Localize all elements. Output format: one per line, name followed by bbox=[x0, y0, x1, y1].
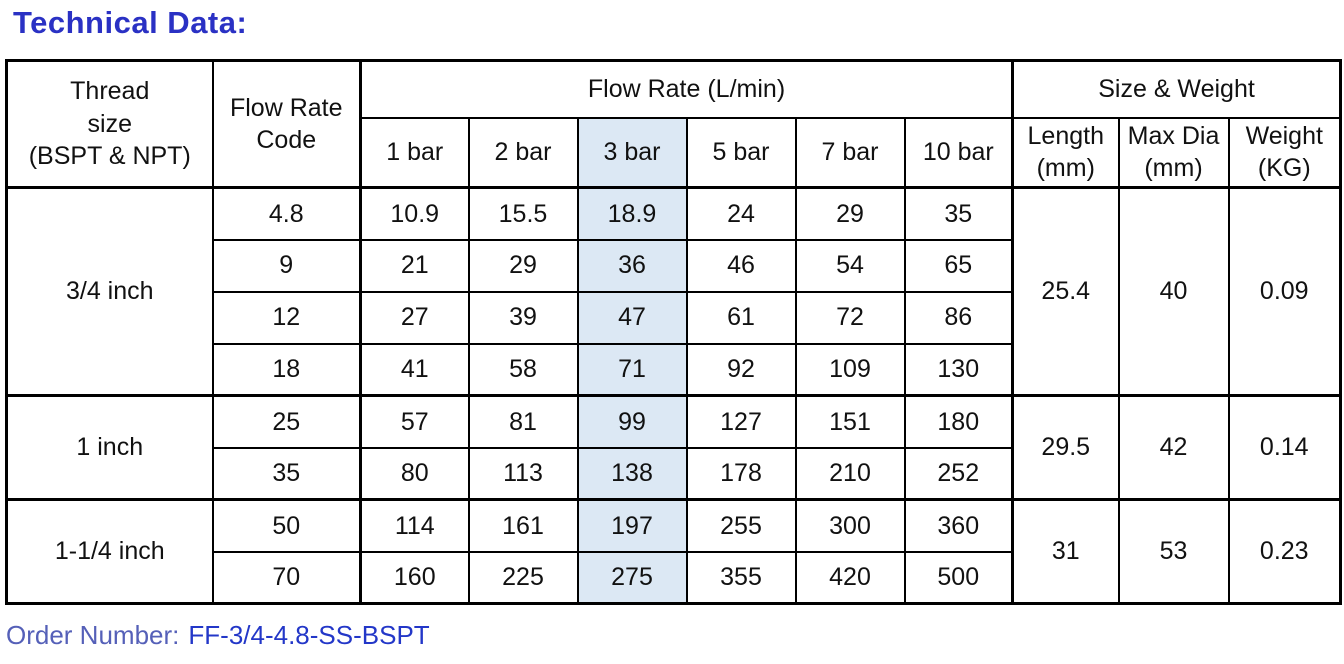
weight-cell: 0.09 bbox=[1227, 186, 1342, 397]
flow-value-cell: 65 bbox=[903, 238, 1014, 293]
header-length: Length (mm) bbox=[1011, 116, 1120, 189]
flow-value-cell: 36 bbox=[576, 238, 688, 293]
flow-value-cell: 180 bbox=[903, 394, 1014, 449]
flow-value-cell: 54 bbox=[794, 238, 906, 293]
header-weight: Weight (KG) bbox=[1227, 116, 1342, 189]
flow-value-cell: 39 bbox=[467, 290, 579, 345]
flow-value-cell: 178 bbox=[685, 446, 797, 501]
flow-value-cell: 161 bbox=[467, 498, 579, 553]
page-title: Technical Data: bbox=[13, 5, 248, 40]
header-thread-size: Thread size (BSPT & NPT) bbox=[5, 59, 214, 189]
header-size-weight-group: Size & Weight bbox=[1011, 59, 1342, 119]
length-cell: 29.5 bbox=[1011, 394, 1120, 501]
flow-value-cell: 252 bbox=[903, 446, 1014, 501]
header-flow-rate-code: Flow Rate Code bbox=[211, 59, 362, 189]
flow-value-cell: 210 bbox=[794, 446, 906, 501]
flow-value-cell: 10.9 bbox=[359, 186, 470, 241]
order-number: Order Number: FF-3/4-4.8-SS-BSPT bbox=[6, 620, 430, 651]
flow-value-cell: 355 bbox=[685, 550, 797, 605]
flow-value-cell: 420 bbox=[794, 550, 906, 605]
flow-value-cell: 47 bbox=[576, 290, 688, 345]
header-pressure-7bar: 7 bar bbox=[794, 116, 906, 189]
flow-value-cell: 71 bbox=[576, 342, 688, 397]
weight-cell: 0.23 bbox=[1227, 498, 1342, 605]
flow-value-cell: 35 bbox=[903, 186, 1014, 241]
header-pressure-3bar: 3 bar bbox=[576, 116, 688, 189]
flow-code-cell: 12 bbox=[211, 290, 362, 345]
flow-value-cell: 160 bbox=[359, 550, 470, 605]
technical-data-table: Thread size (BSPT & NPT) Flow Rate Code … bbox=[5, 59, 1343, 605]
flow-value-cell: 130 bbox=[903, 342, 1014, 397]
flow-value-cell: 58 bbox=[467, 342, 579, 397]
thread-size-cell: 1 inch bbox=[5, 394, 214, 501]
flow-value-cell: 86 bbox=[903, 290, 1014, 345]
flow-value-cell: 29 bbox=[467, 238, 579, 293]
flow-value-cell: 138 bbox=[576, 446, 688, 501]
flow-value-cell: 21 bbox=[359, 238, 470, 293]
header-pressure-1bar: 1 bar bbox=[359, 116, 470, 189]
flow-value-cell: 72 bbox=[794, 290, 906, 345]
flow-code-cell: 25 bbox=[211, 394, 362, 449]
flow-code-cell: 18 bbox=[211, 342, 362, 397]
max-dia-cell: 42 bbox=[1117, 394, 1230, 501]
order-number-label: Order Number: bbox=[6, 620, 180, 650]
flow-value-cell: 197 bbox=[576, 498, 688, 553]
flow-value-cell: 15.5 bbox=[467, 186, 579, 241]
header-pressure-2bar: 2 bar bbox=[467, 116, 579, 189]
flow-value-cell: 18.9 bbox=[576, 186, 688, 241]
flow-value-cell: 255 bbox=[685, 498, 797, 553]
thread-size-cell: 1-1/4 inch bbox=[5, 498, 214, 605]
length-cell: 25.4 bbox=[1011, 186, 1120, 397]
flow-value-cell: 29 bbox=[794, 186, 906, 241]
flow-value-cell: 99 bbox=[576, 394, 688, 449]
flow-value-cell: 57 bbox=[359, 394, 470, 449]
flow-value-cell: 41 bbox=[359, 342, 470, 397]
flow-value-cell: 46 bbox=[685, 238, 797, 293]
flow-code-cell: 4.8 bbox=[211, 186, 362, 241]
flow-value-cell: 151 bbox=[794, 394, 906, 449]
flow-value-cell: 300 bbox=[794, 498, 906, 553]
header-flow-rate-group: Flow Rate (L/min) bbox=[358, 59, 1014, 119]
order-number-value: FF-3/4-4.8-SS-BSPT bbox=[188, 620, 430, 650]
header-max-dia: Max Dia (mm) bbox=[1117, 116, 1230, 189]
flow-value-cell: 113 bbox=[467, 446, 579, 501]
flow-code-cell: 50 bbox=[211, 498, 362, 553]
flow-value-cell: 500 bbox=[903, 550, 1014, 605]
length-cell: 31 bbox=[1011, 498, 1120, 605]
flow-value-cell: 81 bbox=[467, 394, 579, 449]
flow-value-cell: 275 bbox=[576, 550, 688, 605]
flow-value-cell: 27 bbox=[359, 290, 470, 345]
header-pressure-5bar: 5 bar bbox=[685, 116, 797, 189]
flow-value-cell: 127 bbox=[685, 394, 797, 449]
flow-value-cell: 24 bbox=[685, 186, 797, 241]
flow-value-cell: 80 bbox=[359, 446, 470, 501]
weight-cell: 0.14 bbox=[1227, 394, 1342, 501]
flow-value-cell: 61 bbox=[685, 290, 797, 345]
flow-code-cell: 35 bbox=[211, 446, 362, 501]
flow-value-cell: 92 bbox=[685, 342, 797, 397]
flow-value-cell: 225 bbox=[467, 550, 579, 605]
flow-value-cell: 114 bbox=[359, 498, 470, 553]
flow-value-cell: 360 bbox=[903, 498, 1014, 553]
flow-code-cell: 9 bbox=[211, 238, 362, 293]
flow-code-cell: 70 bbox=[211, 550, 362, 605]
max-dia-cell: 40 bbox=[1117, 186, 1230, 397]
flow-value-cell: 109 bbox=[794, 342, 906, 397]
thread-size-cell: 3/4 inch bbox=[5, 186, 214, 397]
header-pressure-10bar: 10 bar bbox=[903, 116, 1014, 189]
max-dia-cell: 53 bbox=[1117, 498, 1230, 605]
